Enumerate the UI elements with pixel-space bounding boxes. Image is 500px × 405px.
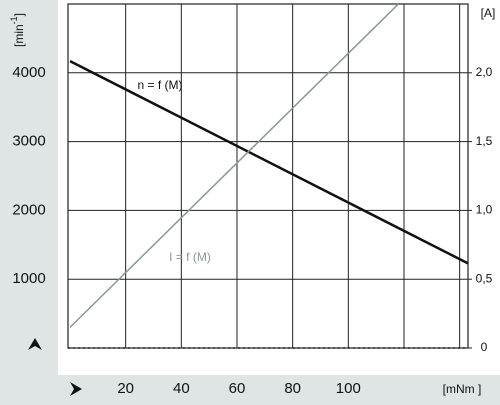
left-panel <box>0 0 58 375</box>
y2-tick-label: 0,5 <box>476 271 493 285</box>
bottom-panel <box>0 375 500 405</box>
plot-frame <box>67 3 469 349</box>
x-tick-label: 100 <box>336 380 361 397</box>
y-tick-label: 1000 <box>12 270 45 287</box>
series-line <box>69 59 469 265</box>
y-arrow <box>28 338 42 350</box>
series-label: I = f (M) <box>169 250 211 264</box>
y2-tick-label: 1,0 <box>476 203 493 217</box>
series-label: n = f (M) <box>137 78 182 92</box>
y2-tick-label: 2,0 <box>476 65 493 79</box>
y2-tick-label: 0 <box>481 340 488 354</box>
y-axis-label: [min-1] <box>9 13 26 47</box>
x-tick-label: 80 <box>284 380 301 397</box>
y-tick-label: 4000 <box>12 64 45 81</box>
x-tick-label: 60 <box>229 380 246 397</box>
y-tick-label: 2000 <box>12 201 45 218</box>
x-axis-label: [mNm ] <box>443 382 482 396</box>
x-arrow <box>70 382 82 396</box>
series-line <box>69 3 399 328</box>
y2-axis-label: [A] <box>481 6 496 20</box>
x-tick-label: 20 <box>117 380 134 397</box>
y2-tick-label: 1,5 <box>476 134 493 148</box>
x-tick-label: 40 <box>173 380 190 397</box>
y-tick-label: 3000 <box>12 133 45 150</box>
